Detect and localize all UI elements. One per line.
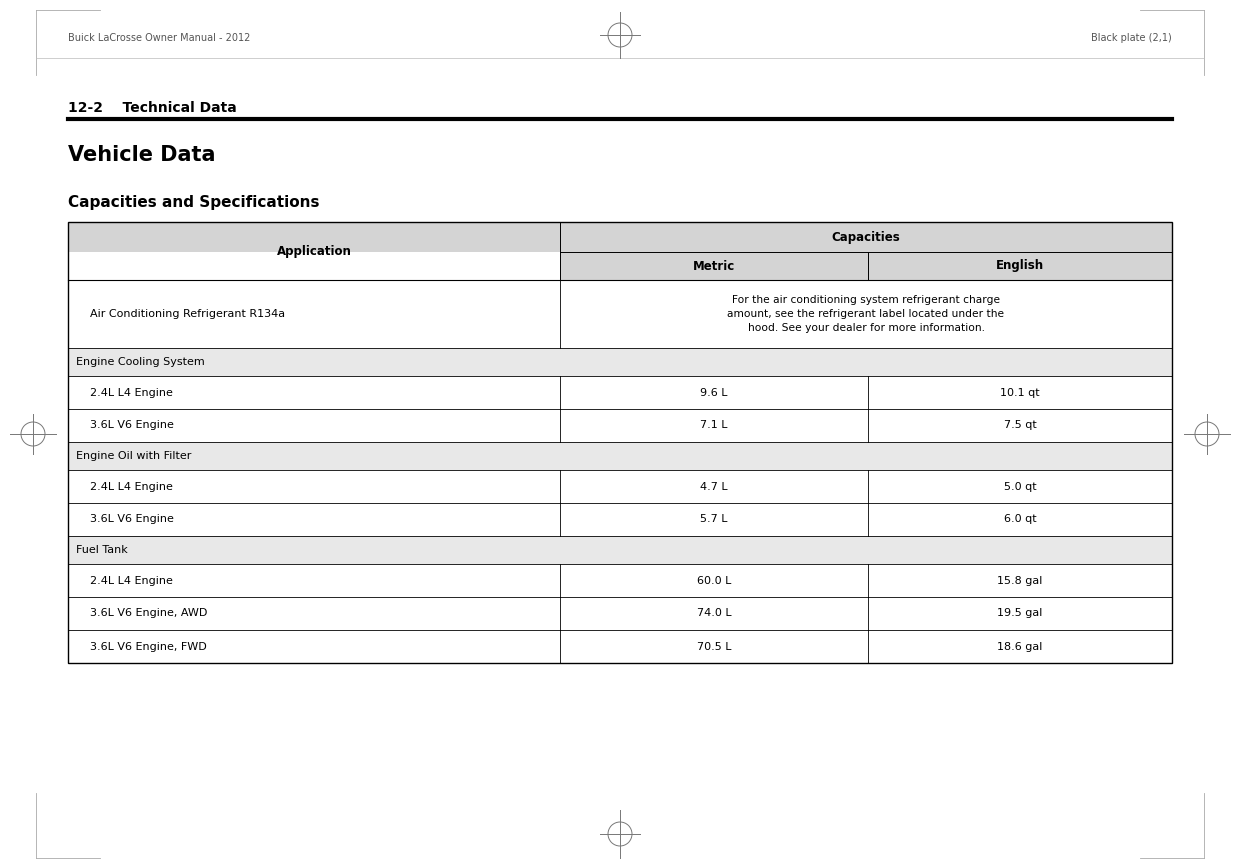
Text: 9.6 L: 9.6 L — [701, 387, 728, 398]
Bar — [68, 442, 1172, 470]
Text: 2.4L L4 Engine: 2.4L L4 Engine — [91, 482, 172, 491]
Text: 6.0 qt: 6.0 qt — [1003, 515, 1037, 524]
Text: 74.0 L: 74.0 L — [697, 608, 732, 619]
Text: 3.6L V6 Engine: 3.6L V6 Engine — [91, 515, 174, 524]
Bar — [68, 630, 1172, 663]
Text: 7.1 L: 7.1 L — [701, 420, 728, 431]
Text: Black plate (2,1): Black plate (2,1) — [1091, 33, 1172, 43]
Bar — [68, 280, 1172, 348]
Text: 10.1 qt: 10.1 qt — [1001, 387, 1040, 398]
Text: 15.8 gal: 15.8 gal — [997, 575, 1043, 586]
Bar — [68, 222, 1172, 663]
Text: 5.7 L: 5.7 L — [701, 515, 728, 524]
Text: 2.4L L4 Engine: 2.4L L4 Engine — [91, 387, 172, 398]
Text: 60.0 L: 60.0 L — [697, 575, 732, 586]
Bar — [560, 252, 868, 280]
Text: Engine Oil with Filter: Engine Oil with Filter — [76, 451, 191, 461]
Text: English: English — [996, 260, 1044, 273]
Text: Capacities and Specifications: Capacities and Specifications — [68, 195, 320, 210]
Text: 19.5 gal: 19.5 gal — [997, 608, 1043, 619]
Bar — [868, 252, 1172, 280]
Bar — [68, 409, 1172, 442]
Text: 3.6L V6 Engine, FWD: 3.6L V6 Engine, FWD — [91, 641, 207, 652]
Bar — [68, 222, 1172, 663]
Text: 3.6L V6 Engine, AWD: 3.6L V6 Engine, AWD — [91, 608, 207, 619]
Text: 7.5 qt: 7.5 qt — [1003, 420, 1037, 431]
Bar — [68, 564, 1172, 597]
Text: 3.6L V6 Engine: 3.6L V6 Engine — [91, 420, 174, 431]
Text: Buick LaCrosse Owner Manual - 2012: Buick LaCrosse Owner Manual - 2012 — [68, 33, 250, 43]
Text: Capacities: Capacities — [832, 231, 900, 244]
Bar — [68, 376, 1172, 409]
Text: Fuel Tank: Fuel Tank — [76, 545, 128, 555]
Bar — [68, 470, 1172, 503]
Text: Application: Application — [277, 245, 351, 258]
Text: Engine Cooling System: Engine Cooling System — [76, 357, 205, 367]
Text: 18.6 gal: 18.6 gal — [997, 641, 1043, 652]
Text: For the air conditioning system refrigerant charge
amount, see the refrigerant l: For the air conditioning system refriger… — [728, 295, 1004, 333]
Bar — [68, 536, 1172, 564]
Bar — [68, 222, 1172, 252]
Text: Vehicle Data: Vehicle Data — [68, 145, 216, 165]
Text: 2.4L L4 Engine: 2.4L L4 Engine — [91, 575, 172, 586]
Text: 5.0 qt: 5.0 qt — [1003, 482, 1037, 491]
Text: Metric: Metric — [693, 260, 735, 273]
Text: Air Conditioning Refrigerant R134a: Air Conditioning Refrigerant R134a — [91, 309, 285, 319]
Bar — [68, 503, 1172, 536]
Text: 12-2    Technical Data: 12-2 Technical Data — [68, 101, 237, 115]
Text: 70.5 L: 70.5 L — [697, 641, 732, 652]
Bar — [68, 597, 1172, 630]
Bar — [68, 348, 1172, 376]
Text: 4.7 L: 4.7 L — [701, 482, 728, 491]
